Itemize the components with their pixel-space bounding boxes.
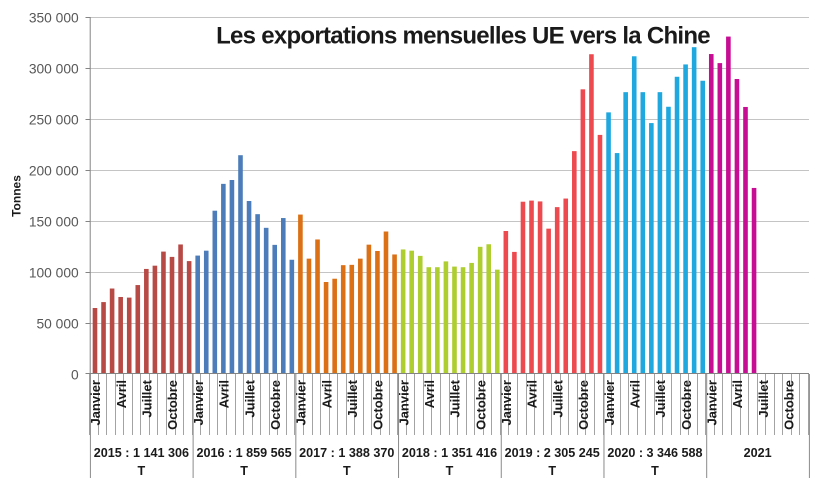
svg-text:Janvier: Janvier xyxy=(191,380,206,426)
svg-text:Tonnes: Tonnes xyxy=(10,175,24,217)
svg-text:T: T xyxy=(651,464,659,478)
svg-text:Octobre: Octobre xyxy=(679,380,694,430)
svg-text:2019 : 2 305 245: 2019 : 2 305 245 xyxy=(505,446,600,460)
svg-text:T: T xyxy=(138,464,146,478)
svg-text:Janvier: Janvier xyxy=(602,380,617,426)
svg-text:350 000: 350 000 xyxy=(29,11,79,26)
svg-text:Octobre: Octobre xyxy=(268,380,283,430)
svg-text:Avril: Avril xyxy=(217,380,232,408)
svg-text:Les exportations mensuelles UE: Les exportations mensuelles UE vers la C… xyxy=(216,23,710,50)
svg-text:Juillet: Juillet xyxy=(345,379,360,417)
svg-text:T: T xyxy=(343,464,351,478)
svg-text:Juillet: Juillet xyxy=(756,379,771,417)
svg-text:Janvier: Janvier xyxy=(88,380,103,426)
svg-text:2017 : 1 388 370: 2017 : 1 388 370 xyxy=(299,446,394,460)
svg-text:300 000: 300 000 xyxy=(29,62,79,77)
svg-text:0: 0 xyxy=(71,368,79,383)
svg-text:Avril: Avril xyxy=(627,380,642,408)
svg-text:Janvier: Janvier xyxy=(704,380,719,426)
svg-text:Octobre: Octobre xyxy=(371,380,386,430)
svg-text:Octobre: Octobre xyxy=(473,380,488,430)
svg-text:150 000: 150 000 xyxy=(29,215,79,230)
svg-text:2016 : 1 859 565: 2016 : 1 859 565 xyxy=(196,446,291,460)
svg-text:Avril: Avril xyxy=(319,380,334,408)
svg-text:Janvier: Janvier xyxy=(294,380,309,426)
svg-text:T: T xyxy=(240,464,248,478)
svg-text:2021: 2021 xyxy=(744,446,772,460)
svg-text:Juillet: Juillet xyxy=(242,379,257,417)
svg-text:250 000: 250 000 xyxy=(29,113,79,128)
svg-text:Avril: Avril xyxy=(525,380,540,408)
svg-text:Janvier: Janvier xyxy=(499,380,514,426)
svg-text:T: T xyxy=(446,464,454,478)
svg-text:Octobre: Octobre xyxy=(782,380,797,430)
svg-text:Avril: Avril xyxy=(114,380,129,408)
svg-text:Juillet: Juillet xyxy=(448,379,463,417)
svg-text:Juillet: Juillet xyxy=(140,379,155,417)
svg-text:Juillet: Juillet xyxy=(653,379,668,417)
svg-text:Avril: Avril xyxy=(422,380,437,408)
svg-text:100 000: 100 000 xyxy=(29,266,79,281)
svg-text:2015 : 1 141 306: 2015 : 1 141 306 xyxy=(94,446,189,460)
svg-text:2018 : 1 351 416: 2018 : 1 351 416 xyxy=(402,446,497,460)
svg-text:T: T xyxy=(548,464,556,478)
svg-text:200 000: 200 000 xyxy=(29,164,79,179)
svg-text:Juillet: Juillet xyxy=(550,379,565,417)
svg-text:Octobre: Octobre xyxy=(165,380,180,430)
svg-text:Janvier: Janvier xyxy=(396,380,411,426)
svg-text:50 000: 50 000 xyxy=(36,317,79,332)
svg-text:2020 : 3 346 588: 2020 : 3 346 588 xyxy=(607,446,702,460)
svg-text:Octobre: Octobre xyxy=(576,380,591,430)
svg-text:Avril: Avril xyxy=(730,380,745,408)
